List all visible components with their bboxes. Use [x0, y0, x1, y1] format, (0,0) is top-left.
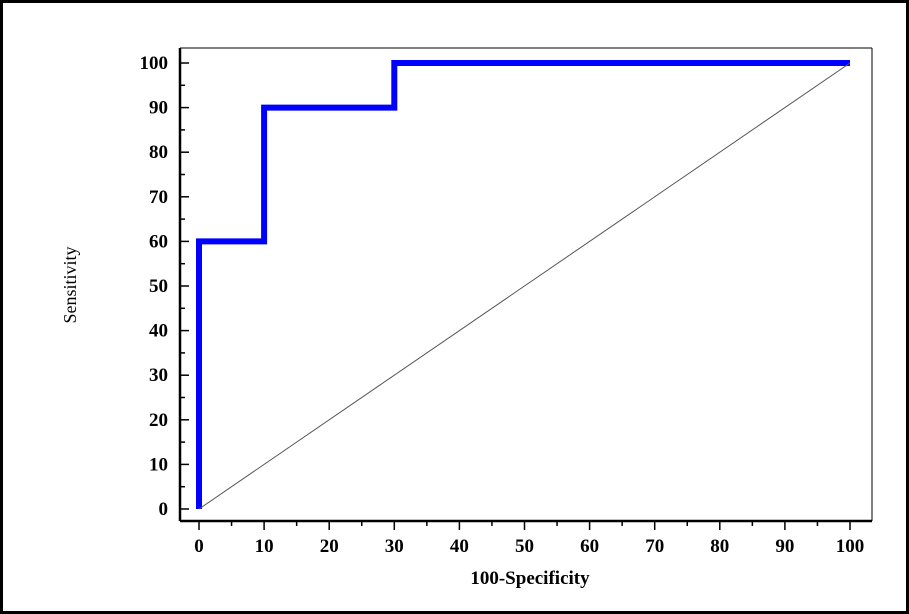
y-tick-label: 30 — [149, 365, 168, 386]
x-tick-label: 60 — [580, 536, 599, 557]
y-tick-label: 40 — [149, 321, 168, 342]
x-tick-label: 100 — [836, 536, 865, 557]
reference-diagonal-line — [198, 62, 851, 510]
y-tick-label: 70 — [149, 187, 168, 208]
roc-curve-line — [196, 60, 850, 509]
x-tick-label: 40 — [450, 536, 469, 557]
x-tick-label: 0 — [194, 536, 204, 557]
x-tick-label: 90 — [775, 536, 794, 557]
y-tick-label: 90 — [149, 98, 168, 119]
axes — [178, 47, 873, 530]
x-tick-label: 10 — [255, 536, 274, 557]
roc-chart: 0 10 20 30 40 50 60 70 80 90 100 0 10 20 30 40 50 60 70 80 9… — [60, 47, 873, 589]
x-tick-label: 50 — [515, 536, 534, 557]
y-tick-label: 80 — [149, 142, 168, 163]
y-tick-label: 10 — [149, 454, 168, 475]
x-tick-label: 30 — [385, 536, 404, 557]
y-axis-title: Sensitivity — [60, 246, 80, 323]
plot-area — [196, 60, 851, 510]
x-tick-label: 20 — [320, 536, 339, 557]
y-tick-label: 50 — [149, 276, 168, 297]
y-tick-label: 20 — [149, 410, 168, 431]
y-tick-label: 100 — [140, 53, 169, 74]
tick-labels: 0 10 20 30 40 50 60 70 80 90 100 0 10 20 30 40 50 60 70 80 9… — [140, 53, 865, 557]
x-tick-label: 80 — [710, 536, 729, 557]
x-axis-title: 100-Specificity — [470, 568, 590, 589]
y-tick-label: 0 — [159, 499, 169, 520]
x-tick-label: 70 — [645, 536, 664, 557]
y-tick-label: 60 — [149, 231, 168, 252]
